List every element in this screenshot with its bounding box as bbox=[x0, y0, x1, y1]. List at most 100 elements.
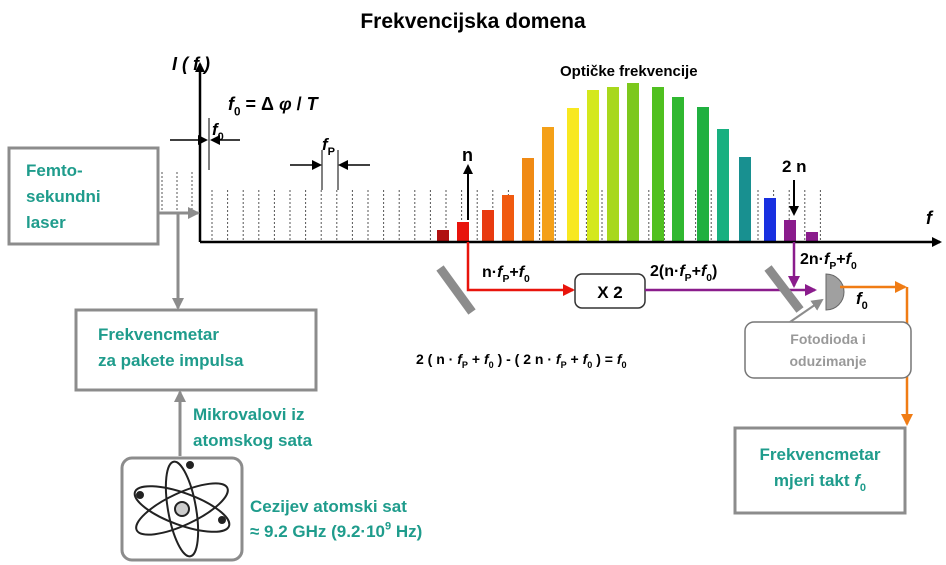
spacing-label-part: f bbox=[322, 135, 330, 154]
pulse-counter-box bbox=[74, 308, 318, 392]
equation-part: 2 ( n · bbox=[416, 351, 457, 367]
clock-label-part: Hz) bbox=[391, 522, 422, 541]
beam-2n-label-part: + bbox=[836, 251, 845, 268]
equation-part: 0 bbox=[622, 360, 627, 370]
comb-bar bbox=[502, 195, 514, 242]
equation-part: ) = bbox=[592, 351, 617, 367]
equation-part: + bbox=[567, 351, 583, 367]
beam-2n-label-part: 0 bbox=[851, 261, 857, 272]
photodiode-label: oduzimanje bbox=[789, 353, 866, 369]
comb-bar bbox=[607, 87, 619, 242]
counter-label-part: 0 bbox=[860, 482, 866, 494]
beam-doubled-label-part: + bbox=[692, 263, 701, 280]
equation-part: f bbox=[556, 351, 562, 367]
mirror bbox=[436, 265, 476, 315]
beam-n-label-part: 0 bbox=[524, 274, 530, 285]
spacing-label: fP bbox=[322, 135, 335, 158]
doubler: X 2 bbox=[597, 283, 623, 302]
counter-label-part: mjeri takt bbox=[774, 471, 854, 490]
comb-bar bbox=[672, 97, 684, 242]
beam-doubled-label-part: f bbox=[701, 263, 708, 280]
x-axis-label: f bbox=[926, 208, 934, 228]
pointer bbox=[789, 298, 824, 323]
beam-n-label-part: n· bbox=[482, 264, 497, 281]
mirror bbox=[764, 265, 804, 313]
offset-formula-part: T bbox=[307, 94, 320, 114]
offset-label-part: f bbox=[212, 120, 220, 139]
pulse-counter-label: za pakete impulsa bbox=[98, 351, 244, 370]
beam-n-label-part: f bbox=[519, 264, 526, 281]
beam-n-label-part: f bbox=[497, 264, 504, 281]
comb-bar bbox=[542, 127, 554, 242]
clock-label-part: ≈ 9.2 GHz (9.2·10 bbox=[250, 522, 385, 541]
equation-part: f bbox=[484, 351, 490, 367]
offset-formula-part: 0 bbox=[234, 105, 241, 118]
equation-part: f bbox=[583, 351, 589, 367]
microwave-label: Mikrovalovi iz bbox=[193, 405, 304, 424]
comb-bar bbox=[482, 210, 494, 242]
counter-label: mjeri takt f0 bbox=[774, 471, 866, 494]
comb-bar bbox=[739, 157, 751, 242]
offset-label: f0 bbox=[212, 120, 224, 143]
clock-label-part: Cezijev atomski sat bbox=[250, 497, 407, 516]
clock-label: Cezijev atomski sat bbox=[250, 497, 407, 516]
counter-label: Frekvencmetar bbox=[760, 445, 881, 464]
photodiode-icon bbox=[825, 273, 845, 311]
counter-label-part: Frekvencmetar bbox=[760, 445, 881, 464]
beam-doubled-label-part: P bbox=[685, 273, 692, 284]
equation-part: f bbox=[457, 351, 463, 367]
beat-label: f0 bbox=[856, 289, 868, 312]
counter-label-part: f bbox=[854, 471, 862, 490]
optical-label: Optičke frekvencije bbox=[560, 63, 698, 80]
offset-formula: f0 = Δ φ / T bbox=[228, 94, 320, 118]
beam-n-label-part: P bbox=[502, 274, 509, 285]
equation-part: ) - ( 2 n · bbox=[494, 351, 556, 367]
comb bbox=[161, 83, 821, 242]
offset-formula-part: / bbox=[292, 94, 307, 114]
equation-part: f bbox=[617, 351, 623, 367]
comb-bar bbox=[784, 220, 796, 242]
beam-2n-label-part: f bbox=[824, 251, 831, 268]
equation-part: 0 bbox=[489, 360, 494, 370]
equation-part: P bbox=[561, 360, 567, 370]
comb-bar bbox=[437, 230, 449, 242]
beam-2n-label-part: 2n· bbox=[800, 251, 824, 268]
offset-label-part: 0 bbox=[218, 131, 224, 143]
equation: 2 ( n · fP + f0 ) - ( 2 n · fP + f0 ) = … bbox=[416, 351, 627, 370]
mode-2n: 2 n bbox=[782, 157, 807, 176]
comb-bar bbox=[457, 222, 469, 242]
beam-2n-label-part: f bbox=[846, 251, 853, 268]
comb-bar bbox=[522, 158, 534, 242]
comb-bar bbox=[652, 87, 664, 242]
title: Frekvencijska domena bbox=[360, 10, 586, 33]
photodiode-label: Fotodioda i bbox=[790, 331, 865, 347]
beam-n-label-part: + bbox=[509, 264, 518, 281]
beam-2n-label-part: P bbox=[829, 261, 836, 272]
beat-label-part: f bbox=[856, 289, 864, 308]
laser-label: laser bbox=[26, 213, 66, 232]
laser-label: sekundni bbox=[26, 187, 101, 206]
equation-part: 0 bbox=[587, 360, 592, 370]
microwave-label: atomskog sata bbox=[193, 431, 313, 450]
laser-box bbox=[7, 146, 160, 246]
atom-icon bbox=[133, 460, 231, 558]
comb-bar bbox=[806, 232, 818, 242]
beam-doubled-label: 2(n·fP+f0) bbox=[650, 263, 717, 284]
beam-2n-label: 2n·fP+f0 bbox=[800, 251, 857, 272]
beam-doubled-label-part: f bbox=[679, 263, 686, 280]
comb-bar bbox=[587, 90, 599, 242]
clock-label-part: 9 bbox=[385, 520, 391, 532]
offset-formula-part: = Δ bbox=[241, 94, 279, 114]
beam-doubled-label-part: ) bbox=[712, 263, 717, 280]
offset-formula-part: f bbox=[228, 94, 236, 114]
equation-part: P bbox=[462, 360, 468, 370]
comb-bar bbox=[627, 83, 639, 242]
y-axis-label: I ( f ) bbox=[172, 54, 210, 74]
clock-label: ≈ 9.2 GHz (9.2·109 Hz) bbox=[250, 520, 422, 541]
beam-doubled-label-part: 0 bbox=[706, 273, 712, 284]
pulse-counter-label: Frekvencmetar bbox=[98, 325, 219, 344]
comb-bar bbox=[764, 198, 776, 242]
beam-n bbox=[466, 242, 575, 296]
spacing-label-part: P bbox=[328, 146, 335, 158]
